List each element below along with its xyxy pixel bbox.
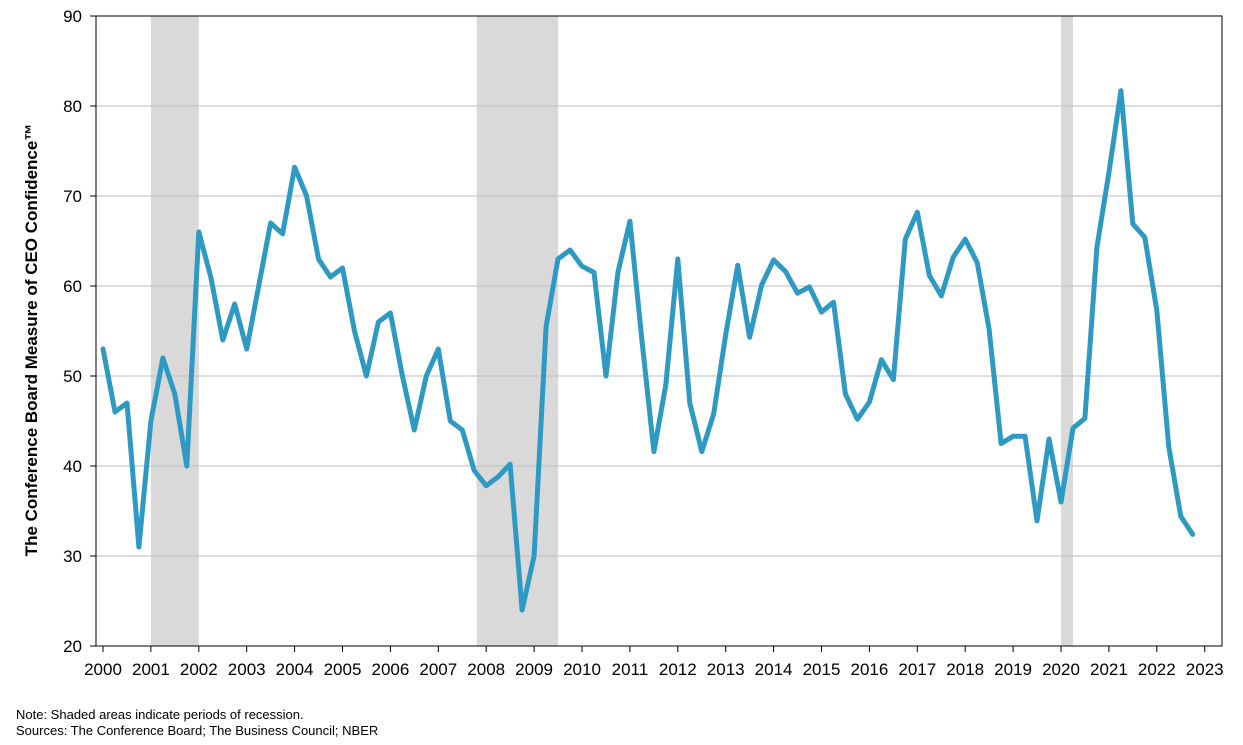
y-tick-label-30: 30 <box>63 547 82 566</box>
x-tick-label-2015: 2015 <box>803 660 841 679</box>
x-tick-label-2005: 2005 <box>324 660 362 679</box>
x-tick-label-2013: 2013 <box>707 660 745 679</box>
y-tick-label-60: 60 <box>63 277 82 296</box>
plot-frame <box>95 15 1223 647</box>
sources-note: Sources: The Conference Board; The Busin… <box>16 723 379 738</box>
x-tick-label-2000: 2000 <box>84 660 122 679</box>
y-tick-label-70: 70 <box>63 187 82 206</box>
y-axis-label: The Conference Board Measure of CEO Conf… <box>22 124 41 557</box>
x-tick-label-2017: 2017 <box>898 660 936 679</box>
x-tick-label-2018: 2018 <box>946 660 984 679</box>
x-tick-label-2020: 2020 <box>1042 660 1080 679</box>
x-tick-label-2004: 2004 <box>276 660 314 679</box>
recession-note: Note: Shaded areas indicate periods of r… <box>16 707 304 722</box>
x-tick-label-2009: 2009 <box>515 660 553 679</box>
y-tick-label-40: 40 <box>63 457 82 476</box>
y-tick-label-20: 20 <box>63 637 82 656</box>
y-tick-label-80: 80 <box>63 97 82 116</box>
x-tick-label-2002: 2002 <box>180 660 218 679</box>
x-tick-label-2001: 2001 <box>132 660 170 679</box>
x-tick-label-2014: 2014 <box>755 660 793 679</box>
gridlines <box>96 105 1222 557</box>
x-tick-label-2007: 2007 <box>419 660 457 679</box>
x-tick-label-2023: 2023 <box>1186 660 1224 679</box>
x-tick-label-2022: 2022 <box>1138 660 1176 679</box>
axes <box>90 15 1223 652</box>
x-tick-label-2006: 2006 <box>371 660 409 679</box>
recession-band-3 <box>1061 16 1073 646</box>
series-line-1 <box>100 88 1196 613</box>
y-tick-label-90: 90 <box>63 7 82 26</box>
x-tick-label-2003: 2003 <box>228 660 266 679</box>
x-tick-label-2016: 2016 <box>850 660 888 679</box>
series-layer <box>100 88 1196 613</box>
x-tick-label-2019: 2019 <box>994 660 1032 679</box>
x-tick-label-2012: 2012 <box>659 660 697 679</box>
y-tick-label-50: 50 <box>63 367 82 386</box>
x-tick-label-2008: 2008 <box>467 660 505 679</box>
y-tick-labels: 20 30 40 50 60 70 80 90 <box>63 7 82 656</box>
recession-band-1 <box>150 16 199 646</box>
x-tick-label-2021: 2021 <box>1090 660 1128 679</box>
x-tick-labels: 2000 2001 2002 2003 2004 2005 2006 2007 2008 2009… <box>84 660 1224 679</box>
chart-notes: Note: Shaded areas indicate periods of r… <box>16 707 378 739</box>
x-tick-label-2010: 2010 <box>563 660 601 679</box>
x-tick-label-2011: 2011 <box>612 660 649 679</box>
